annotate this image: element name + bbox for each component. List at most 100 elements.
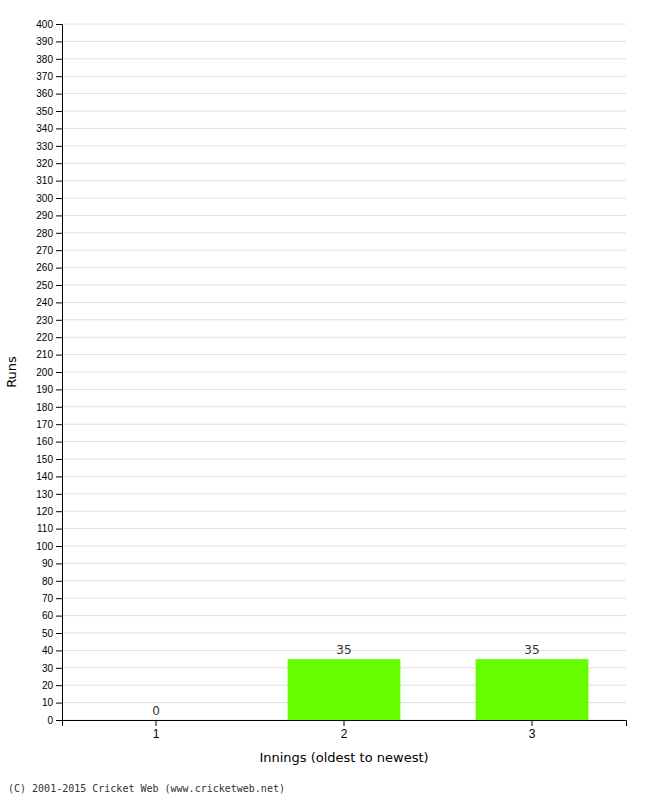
grid [62,24,626,720]
grid-line [62,41,626,42]
grid-line [62,389,626,390]
grid-line [62,476,626,477]
grid-line [62,424,626,425]
tick-label: 2 [341,727,348,741]
tick-label: 220 [36,332,53,343]
tick-mark [56,703,62,704]
tick-mark [156,720,157,726]
grid-line [62,598,626,599]
tick-label: 70 [42,593,54,604]
tick: 330 [36,141,62,152]
tick-label: 60 [42,610,54,621]
grid-line [62,372,626,373]
axis-line [63,721,627,727]
tick-label: 360 [36,88,53,99]
tick: 20 [42,680,62,691]
tick-label: 390 [36,36,53,47]
tick-mark [56,163,62,164]
tick: 110 [37,523,62,534]
bar [476,659,589,720]
tick-mark [56,76,62,77]
grid-line [62,319,626,320]
tick-mark [56,511,62,512]
tick-label: 250 [36,280,53,291]
tick: 150 [36,454,62,465]
tick: 360 [36,88,62,99]
grid-line [62,250,626,251]
grid-line [62,459,626,460]
tick-mark [56,389,62,390]
tick-mark [56,372,62,373]
tick-label: 180 [36,402,53,413]
tick-mark [56,650,62,651]
tick: 1 [153,720,160,741]
tick-mark [56,598,62,599]
grid-line [62,145,626,146]
tick: 380 [36,54,62,65]
tick-label: 270 [36,245,53,256]
data-label: 0 [152,704,160,718]
tick-mark [56,302,62,303]
grid-line [62,337,626,338]
tick-mark [56,616,62,617]
grid-line [62,615,626,616]
tick-label: 120 [36,506,53,517]
tick: 170 [36,419,62,430]
tick-mark [56,233,62,234]
tick-label: 10 [42,697,54,708]
grid-line [62,163,626,164]
tick-label: 50 [42,628,54,639]
tick: 60 [42,610,62,621]
tick-mark [532,720,533,726]
tick-label: 170 [36,419,53,430]
tick: 10 [42,697,62,708]
tick-label: 340 [36,123,53,134]
tick-label: 330 [36,141,53,152]
tick-mark [56,685,62,686]
tick: 290 [36,210,62,221]
tick: 180 [36,402,62,413]
tick: 40 [42,645,62,656]
tick: 240 [36,297,62,308]
tick: 210 [36,349,62,360]
tick: 140 [36,471,62,482]
tick: 160 [36,436,62,447]
tick: 200 [36,367,62,378]
grid-line [62,111,626,112]
grid-line [62,93,626,94]
grid-line [62,528,626,529]
tick-label: 350 [36,106,53,117]
tick-label: 130 [36,489,53,500]
tick-label: 400 [36,19,53,30]
tick-label: 30 [42,663,54,674]
tick-label: 80 [42,576,54,587]
tick-label: 290 [36,210,53,221]
tick-mark [56,424,62,425]
grid-line [62,580,626,581]
tick-label: 0 [47,715,53,726]
tick: 80 [42,576,62,587]
tick-label: 280 [36,228,53,239]
tick: 100 [36,541,62,552]
grid-line [62,215,626,216]
tick-mark [56,41,62,42]
tick-mark [56,563,62,564]
tick-mark [56,407,62,408]
tick: 350 [36,106,62,117]
grid-line [62,76,626,77]
grid-line [62,24,626,25]
tick-mark [56,355,62,356]
tick-mark [56,250,62,251]
plot: 0353501020304050607080901001101201301401… [36,19,626,741]
bar [288,659,401,720]
tick: 2 [341,720,348,741]
tick-label: 110 [37,523,53,534]
tick-mark [56,94,62,95]
tick-label: 310 [36,175,53,186]
tick: 260 [36,262,62,273]
tick-mark [56,146,62,147]
tick: 190 [36,384,62,395]
tick: 280 [36,228,62,239]
grid-line [62,354,626,355]
tick-label: 100 [36,541,53,552]
